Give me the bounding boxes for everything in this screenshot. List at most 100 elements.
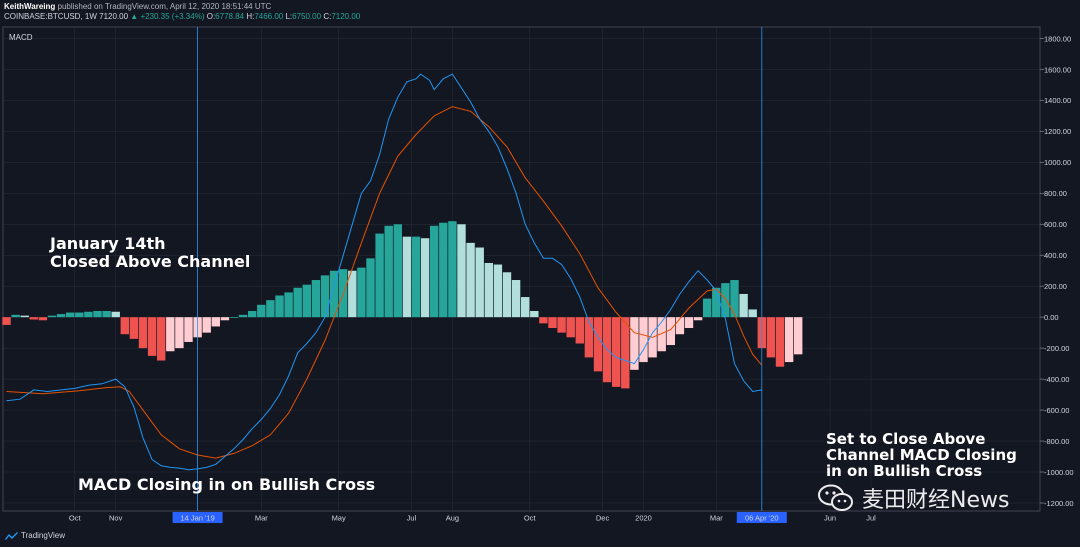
histogram-bar [502, 272, 512, 318]
histogram-bar [29, 317, 38, 320]
histogram-bar [229, 317, 239, 318]
histogram-bar [703, 298, 712, 318]
annotation-april: Set to Close Above Channel MACD Closing … [826, 431, 1017, 479]
tradingview-footer[interactable]: TradingView [5, 531, 65, 540]
x-tick-label: Oct [524, 514, 537, 523]
histogram-bar [93, 310, 102, 318]
open-value: 6778.84 [215, 12, 245, 21]
x-label-highlight [172, 512, 223, 523]
histogram-bar [220, 317, 230, 321]
histogram-bar [84, 311, 93, 318]
histogram-bar [357, 267, 366, 318]
histogram-bar [184, 317, 193, 342]
annotation-april-line2: Channel MACD Closing [826, 446, 1017, 464]
chart-frame [2, 26, 1041, 512]
histogram-bar [584, 317, 594, 358]
histogram-bar [411, 236, 421, 318]
watermark-text: 麦田财经News [862, 488, 1010, 513]
histogram-bar [248, 310, 257, 318]
y-tick-label: 600.00 [1044, 220, 1067, 229]
histogram-bar [102, 310, 111, 318]
histogram-bar [630, 317, 639, 370]
histogram-bar [157, 317, 166, 361]
low-value: 6750.00 [292, 12, 322, 21]
y-tick-label: -1200.00 [1044, 499, 1074, 508]
histogram-bar [348, 270, 357, 318]
histogram-bar [120, 317, 129, 335]
annotation-january: January 14th Closed Above Channel [50, 235, 250, 271]
histogram-bar [257, 304, 266, 318]
histogram-bar [675, 317, 685, 335]
x-tick-label: Dec [596, 514, 610, 523]
histogram-bar [511, 280, 521, 318]
histogram-bar [621, 317, 630, 389]
histogram-bar [202, 317, 211, 333]
histogram-bar [721, 283, 730, 318]
histogram-bar [275, 295, 284, 318]
histogram-bar [430, 225, 439, 318]
histogram-bar [147, 317, 157, 356]
histogram-bar [75, 312, 84, 318]
high-value: 7466.00 [254, 12, 284, 21]
histogram-bar [666, 317, 675, 346]
histogram-bar [375, 233, 384, 318]
x-tick-label: Jul [407, 514, 417, 523]
x-tick-label: Aug [446, 514, 459, 523]
histogram-bar [766, 317, 776, 358]
histogram-bar [47, 315, 57, 318]
histogram-bar [129, 317, 139, 339]
y-tick-label: 1600.00 [1044, 65, 1071, 74]
histogram-bar [2, 317, 11, 325]
x-tick-label: Oct [69, 514, 82, 523]
x-axis[interactable]: Oct Nov 14 Jan '19 Mar May Jul Aug Oct Dec 2020 Ma… [69, 512, 876, 523]
y-tick-label: 800.00 [1044, 189, 1067, 198]
histogram-bar [484, 262, 493, 318]
x-tick-label: 14 Jan '19 [180, 514, 214, 523]
y-tick-label: -600.00 [1044, 406, 1069, 415]
histogram-bar [748, 309, 757, 318]
symbol-name[interactable]: COINBASE:BTCUSD, 1W [4, 12, 97, 21]
author-name[interactable]: KeithWareing [4, 2, 56, 11]
histogram-bar [38, 317, 48, 321]
x-tick-label: Mar [710, 514, 723, 523]
y-tick-label: 400.00 [1044, 251, 1067, 260]
y-tick-label: 1000.00 [1044, 158, 1071, 167]
y-tick-label: -200.00 [1044, 344, 1069, 353]
tradingview-brand: TradingView [21, 531, 66, 540]
histogram-bar [775, 317, 785, 367]
histogram-bar [266, 300, 275, 318]
y-tick-label: -800.00 [1044, 437, 1069, 446]
last-price: 7120.00 [99, 12, 129, 21]
wechat-icon [818, 484, 853, 511]
histogram-bar [493, 264, 503, 318]
y-tick-label: 1800.00 [1044, 34, 1071, 43]
histogram-bar [293, 287, 302, 318]
y-tick-label: -400.00 [1044, 375, 1069, 384]
histogram-bar [794, 317, 803, 355]
histogram-bar [138, 317, 148, 349]
x-tick-label: Nov [109, 514, 123, 523]
histogram-bar [311, 280, 321, 318]
annotation-april-line1: Set to Close Above [826, 430, 986, 448]
histogram-bar [548, 317, 557, 329]
y-tick-label: 200.00 [1044, 282, 1067, 291]
indicator-label: MACD [9, 33, 33, 42]
low-label: L: [285, 12, 293, 21]
histogram-bar [557, 317, 566, 333]
histogram-bar [166, 317, 175, 352]
histogram-bar [320, 275, 330, 318]
high-label: H: [246, 12, 255, 21]
y-tick-label: -1000.00 [1044, 468, 1074, 477]
histogram-bar [329, 270, 339, 318]
annotation-january-line2: Closed Above Channel [50, 252, 251, 271]
histogram-bar [693, 317, 703, 321]
y-axis[interactable]: 1800.00 1600.00 1400.00 1200.00 1000.00 800.0… [1040, 34, 1074, 508]
histogram-bar [66, 312, 75, 318]
histogram-bar [575, 317, 584, 344]
histogram-bar [56, 314, 66, 318]
histogram-bar [175, 317, 184, 349]
histogram-bar [739, 293, 748, 318]
histogram-bar [639, 317, 648, 363]
histogram-bar [20, 315, 29, 318]
